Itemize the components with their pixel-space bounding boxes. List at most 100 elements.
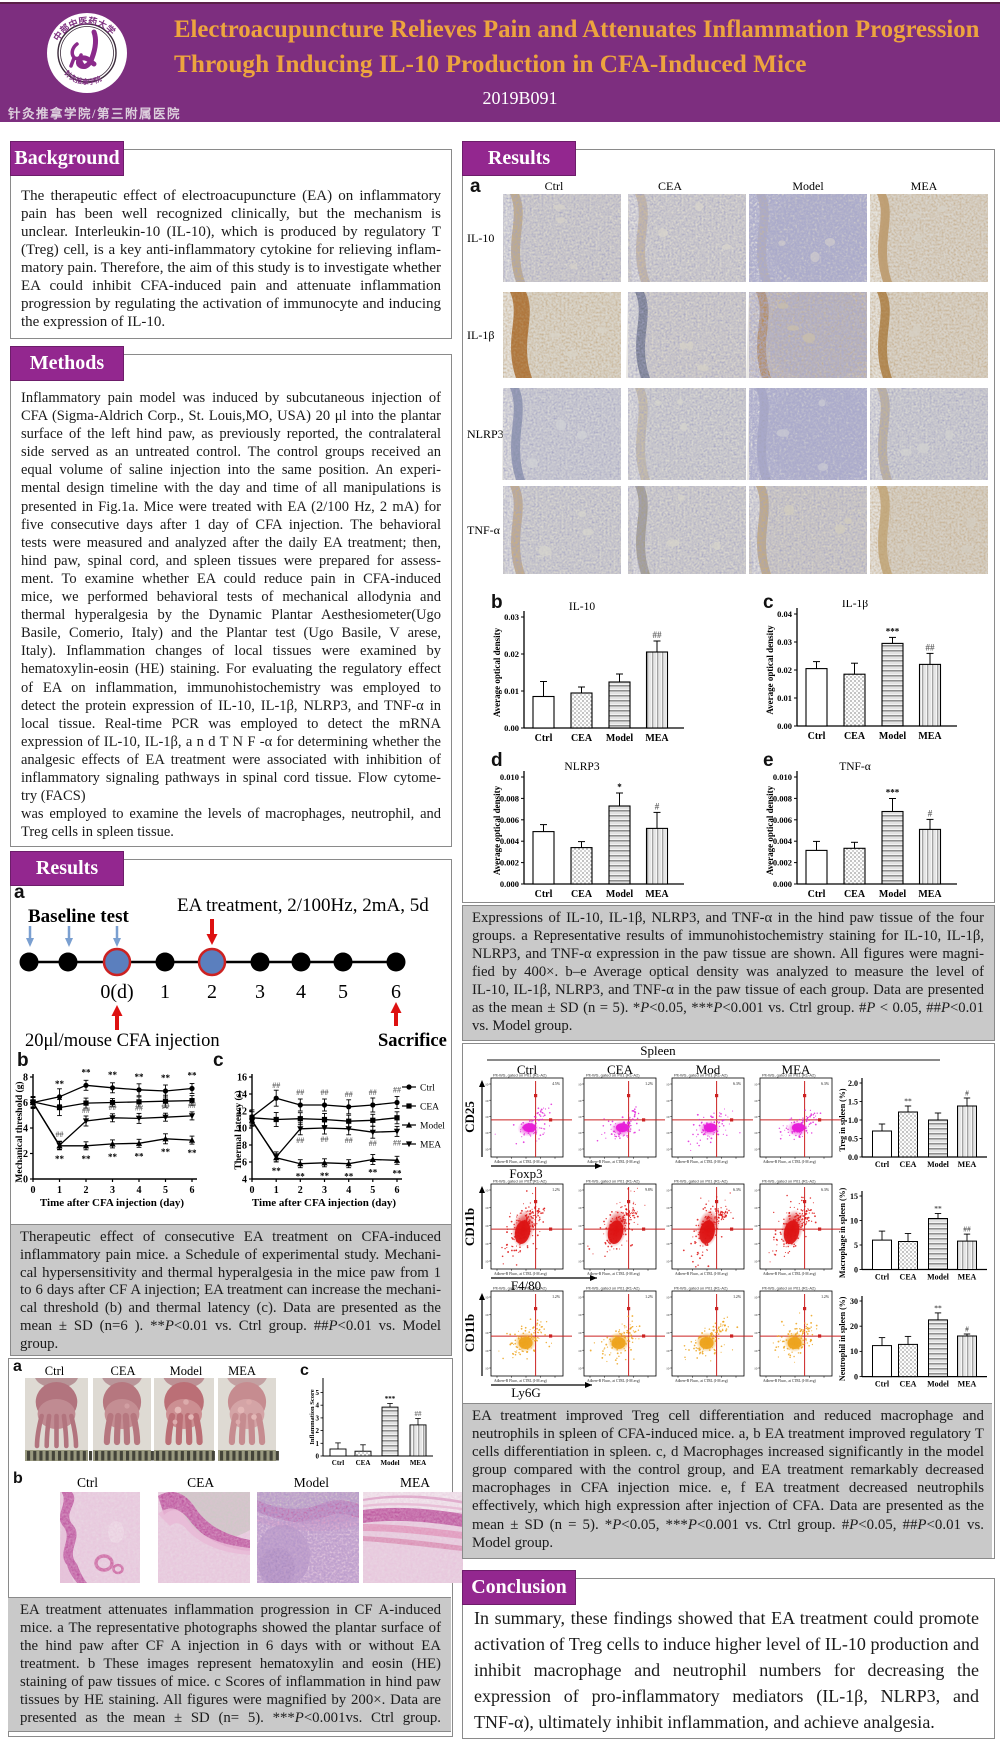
- svg-text:Model: Model: [927, 1380, 950, 1389]
- svg-text:6.3%: 6.3%: [733, 1188, 742, 1192]
- svg-text:Plt-WS, gated on P01 (R1-A2): Plt-WS, gated on P01 (R1-A2): [674, 1179, 728, 1184]
- svg-text:1.2%: 1.2%: [645, 1082, 654, 1086]
- svg-text:Average optical density: Average optical density: [492, 627, 502, 717]
- svg-text:10: 10: [754, 1189, 758, 1193]
- svg-text:10: 10: [754, 1349, 758, 1353]
- svg-text:Model: Model: [606, 733, 633, 744]
- svg-text:Adhere-B Fluor., at CTRL (I-M: Adhere-B Fluor., at CTRL (I-M avg): [587, 1272, 641, 1277]
- svg-text:MEA: MEA: [645, 889, 669, 900]
- svg-text:Time after CFA injection (day): Time after CFA injection (day): [252, 1197, 397, 1209]
- svg-text:0.03: 0.03: [504, 612, 519, 622]
- svg-text:**: **: [188, 1148, 198, 1158]
- svg-text:**: **: [108, 1070, 118, 1080]
- svg-text:2.0: 2.0: [848, 1079, 858, 1088]
- svg-text:10: 10: [485, 1131, 489, 1135]
- svg-text:Ly6G: Ly6G: [511, 1385, 541, 1400]
- svg-text:Foxp3: Foxp3: [509, 1166, 542, 1181]
- svg-text:10: 10: [666, 1367, 670, 1371]
- svg-text:0.008: 0.008: [500, 793, 519, 803]
- svg-text:Ctrl: Ctrl: [517, 1062, 538, 1077]
- svg-text:1.2%: 1.2%: [733, 1295, 742, 1299]
- svg-text:0.004: 0.004: [773, 836, 793, 846]
- svg-text:Ctrl: Ctrl: [875, 1380, 890, 1389]
- svg-text:##: ##: [56, 1130, 64, 1139]
- svg-text:CEA: CEA: [900, 1160, 917, 1169]
- svg-text:#: #: [928, 808, 933, 818]
- svg-text:Ctrl: Ctrl: [808, 731, 826, 742]
- svg-text:0.002: 0.002: [773, 858, 792, 868]
- svg-text:**: **: [55, 1154, 65, 1164]
- svg-text:Mod: Mod: [696, 1062, 721, 1077]
- svg-text:4: 4: [23, 1124, 28, 1135]
- svg-text:2: 2: [84, 1185, 89, 1196]
- svg-text:Adhere-B Fluor., at CTRL (I-M: Adhere-B Fluor., at CTRL (I-M avg): [763, 1272, 817, 1277]
- svg-text:4.5%: 4.5%: [552, 1082, 561, 1086]
- svg-text:10: 10: [754, 1242, 758, 1246]
- svg-text:Plt-WS, gated on P01 (R1-A2): Plt-WS, gated on P01 (R1-A2): [493, 1073, 547, 1078]
- svg-text:3: 3: [316, 1414, 320, 1422]
- svg-text:10: 10: [666, 1224, 670, 1228]
- svg-text:6: 6: [391, 981, 401, 1003]
- svg-text:**: **: [344, 1172, 354, 1182]
- svg-text:0.002: 0.002: [500, 858, 519, 868]
- svg-text:20μl/mouse CFA injection: 20μl/mouse CFA injection: [25, 1031, 220, 1051]
- svg-text:Ctrl: Ctrl: [420, 1084, 435, 1094]
- svg-text:*: *: [617, 782, 622, 792]
- svg-text:0.02: 0.02: [504, 649, 519, 659]
- svg-text:MEA: MEA: [228, 1364, 256, 1378]
- svg-text:0: 0: [23, 1175, 28, 1186]
- svg-text:Ctrl: Ctrl: [77, 1475, 98, 1490]
- svg-text:Adhere-B Fluor., at CTRL (I-M: Adhere-B Fluor., at CTRL (I-M avg): [675, 1379, 729, 1384]
- svg-text:##: ##: [296, 1136, 304, 1145]
- svg-text:Model: Model: [420, 1122, 445, 1132]
- svg-text:NLRP3: NLRP3: [467, 427, 504, 441]
- svg-text:**: **: [934, 1303, 942, 1312]
- svg-text:4: 4: [316, 1402, 320, 1410]
- svg-text:1: 1: [160, 981, 170, 1003]
- svg-text:Thermal latency (s): Thermal latency (s): [233, 1090, 244, 1169]
- svg-text:1.2%: 1.2%: [821, 1295, 830, 1299]
- svg-text:##: ##: [345, 1136, 353, 1145]
- svg-text:0.008: 0.008: [773, 793, 792, 803]
- svg-text:0.010: 0.010: [773, 772, 792, 782]
- svg-text:Model: Model: [170, 1364, 203, 1378]
- svg-text:CEA: CEA: [571, 889, 593, 900]
- svg-text:Adhere-B Fluor., at CTRL (I-M: Adhere-B Fluor., at CTRL (I-M avg): [494, 1379, 548, 1384]
- svg-text:##: ##: [415, 1410, 423, 1418]
- svg-text:10: 10: [850, 1347, 858, 1356]
- svg-text:MEA: MEA: [400, 1475, 430, 1490]
- svg-text:0(d): 0(d): [100, 981, 133, 1003]
- svg-text:Model: Model: [606, 889, 633, 900]
- svg-text:Neutrophil in spleen (%): Neutrophil in spleen (%): [838, 1296, 847, 1381]
- svg-text:10: 10: [666, 1242, 670, 1246]
- svg-text:Adhere-B Fluor., at CTRL (I-M: Adhere-B Fluor., at CTRL (I-M avg): [587, 1160, 641, 1165]
- svg-text:10: 10: [578, 1131, 582, 1135]
- svg-text:0.004: 0.004: [500, 836, 520, 846]
- svg-text:MEA: MEA: [958, 1380, 977, 1389]
- svg-text:0.01: 0.01: [504, 686, 519, 696]
- svg-text:Model: Model: [927, 1160, 950, 1169]
- svg-text:10: 10: [666, 1206, 670, 1210]
- svg-text:10: 10: [754, 1224, 758, 1228]
- svg-text:0: 0: [854, 1265, 858, 1274]
- svg-text:**: **: [161, 1073, 171, 1083]
- svg-text:10: 10: [578, 1099, 582, 1103]
- svg-text:Time after CFA injection (day): Time after CFA injection (day): [40, 1197, 185, 1209]
- svg-text:10: 10: [485, 1148, 489, 1152]
- svg-text:**: **: [108, 1152, 118, 1162]
- svg-text:MEA: MEA: [958, 1160, 977, 1169]
- svg-text:30: 30: [850, 1297, 858, 1306]
- svg-text:0: 0: [31, 1185, 36, 1196]
- svg-text:Ctrl: Ctrl: [545, 180, 564, 193]
- svg-text:0.000: 0.000: [500, 879, 519, 889]
- svg-text:0: 0: [250, 1185, 255, 1196]
- svg-text:3: 3: [255, 981, 265, 1003]
- svg-text:0.010: 0.010: [500, 772, 519, 782]
- svg-text:IL-10: IL-10: [569, 601, 595, 613]
- svg-text:***: ***: [886, 626, 900, 636]
- svg-text:##: ##: [162, 1102, 170, 1111]
- svg-text:CD25: CD25: [462, 1101, 477, 1133]
- svg-text:12: 12: [237, 1107, 247, 1118]
- svg-text:0.02: 0.02: [777, 665, 792, 675]
- svg-text:CEA: CEA: [900, 1273, 917, 1282]
